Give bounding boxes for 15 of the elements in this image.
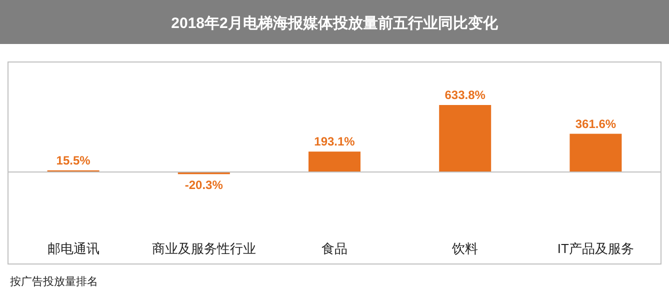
- data-label: 361.6%: [575, 116, 616, 131]
- data-label: 633.8%: [444, 88, 486, 102]
- bar: [308, 152, 360, 172]
- data-label: -20.3%: [184, 178, 224, 192]
- x-tick-label: 食品: [322, 241, 348, 256]
- x-tick-label: 邮电通讯: [47, 241, 100, 256]
- data-label: 193.1%: [314, 134, 356, 149]
- chart-title: 2018年2月电梯海报媒体投放量前五行业同比变化: [171, 14, 499, 32]
- bar: [570, 134, 622, 172]
- x-tick-label: 饮料: [451, 241, 478, 256]
- bar: [439, 105, 492, 172]
- text: 按广告投放量排名: [10, 275, 98, 288]
- data-label: 15.5%: [56, 153, 91, 168]
- x-tick-label: 商业及服务性行业: [152, 241, 256, 256]
- x-tick-label: IT产品及服务: [557, 241, 634, 256]
